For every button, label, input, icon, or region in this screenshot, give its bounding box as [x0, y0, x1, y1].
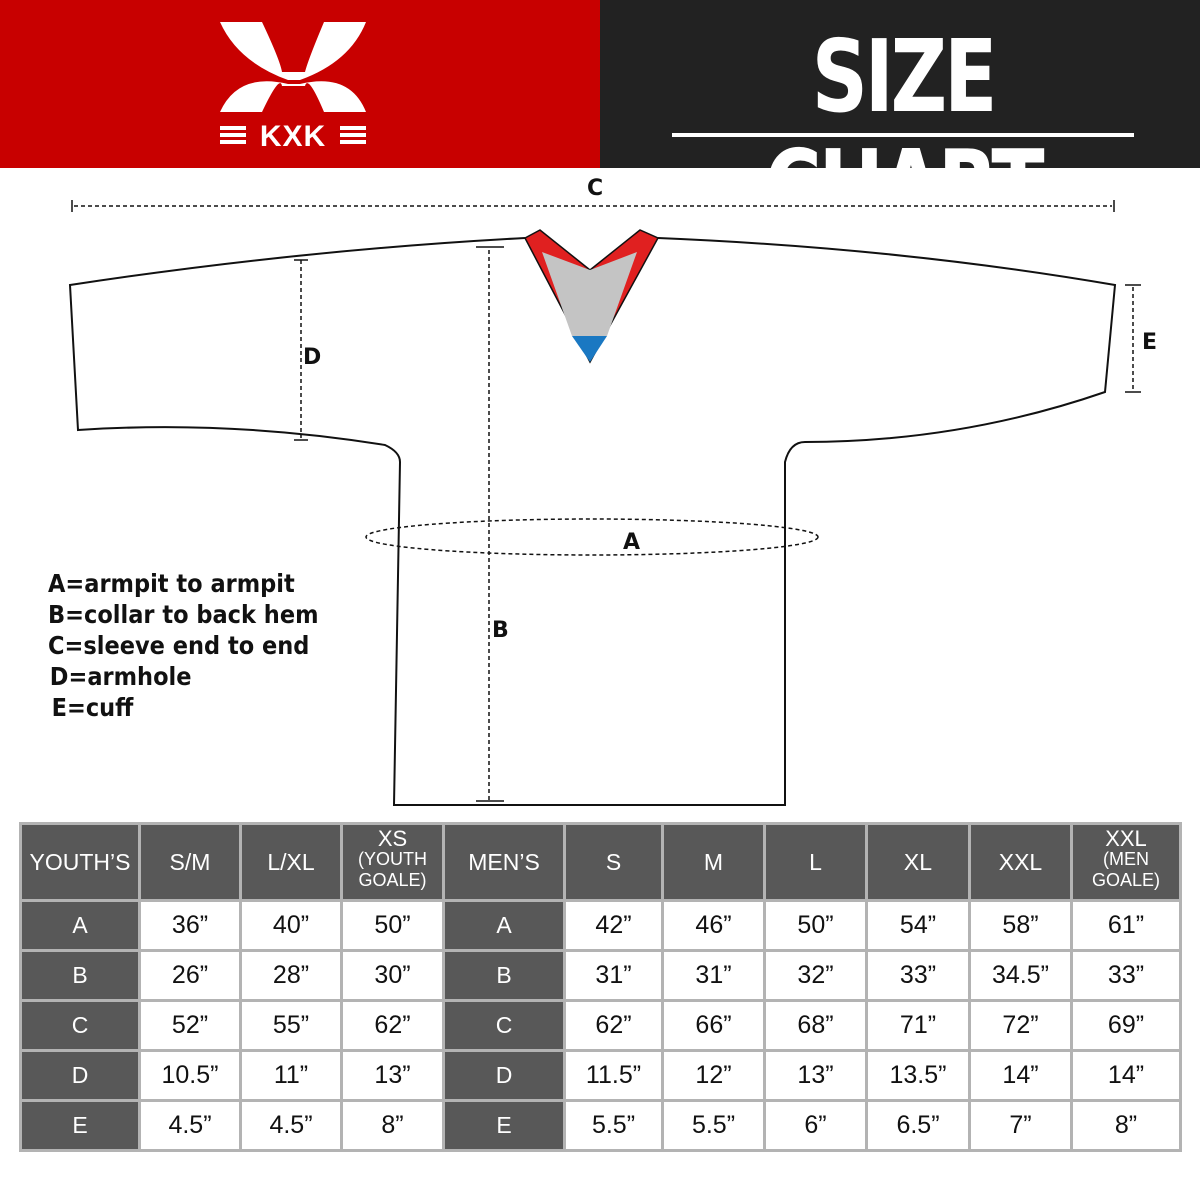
value-cell: 7”: [968, 1099, 1073, 1152]
legend-item: B=collar to back hem: [48, 600, 319, 629]
header-cell: L/XL: [239, 822, 343, 902]
value-cell: 4.5”: [239, 1099, 343, 1152]
value-cell: 42”: [563, 899, 664, 952]
jersey-outline: [68, 237, 1117, 806]
header-cell: YOUTH’S: [19, 822, 141, 902]
value-cell: 69”: [1070, 999, 1182, 1052]
legend-item: C=sleeve end to end: [48, 631, 310, 660]
value-cell: 5.5”: [661, 1099, 766, 1152]
table-row: C 52” 55” 62” C 62” 66” 68” 71” 72” 69”: [19, 999, 1182, 1052]
brand-banner: KXK: [0, 0, 600, 168]
value-cell: 34.5”: [968, 949, 1073, 1002]
table-row: D 10.5” 11” 13” D 11.5” 12” 13” 13.5” 14” 14”: [19, 1049, 1182, 1102]
value-cell: 30”: [340, 949, 445, 1002]
value-cell: 6”: [763, 1099, 868, 1152]
value-cell: 26”: [138, 949, 242, 1002]
logo-text: KXK: [259, 120, 327, 153]
value-cell: 54”: [865, 899, 971, 952]
value-cell: 31”: [563, 949, 664, 1002]
value-cell: 55”: [239, 999, 343, 1052]
value-cell: 13”: [763, 1049, 868, 1102]
label-b: B: [492, 618, 509, 643]
value-cell: 71”: [865, 999, 971, 1052]
value-cell: 66”: [661, 999, 766, 1052]
header-cell: MEN’S: [442, 822, 566, 902]
table-row: E 4.5” 4.5” 8” E 5.5” 5.5” 6” 6.5” 7” 8”: [19, 1099, 1182, 1152]
value-cell: 36”: [138, 899, 242, 952]
value-cell: 13.5”: [865, 1049, 971, 1102]
value-cell: 8”: [1070, 1099, 1182, 1152]
row-label: A: [19, 899, 141, 952]
row-label: D: [19, 1049, 141, 1102]
value-cell: 46”: [661, 899, 766, 952]
value-cell: 50”: [340, 899, 445, 952]
value-cell: 72”: [968, 999, 1073, 1052]
table-header-row: YOUTH’S S/M L/XL XS (YOUTH GOALE) MEN’S S M L XL XX…: [19, 822, 1182, 902]
value-cell: 4.5”: [138, 1099, 242, 1152]
page-title: SIZE CHART: [764, 18, 1044, 245]
header-cell: XL: [865, 822, 971, 902]
value-cell: 14”: [1070, 1049, 1182, 1102]
size-table: YOUTH’S S/M L/XL XS (YOUTH GOALE) MEN’S S M L XL XX…: [19, 822, 1182, 1152]
row-label: B: [19, 949, 141, 1002]
value-cell: 11”: [239, 1049, 343, 1102]
table-row: B 26” 28” 30” B 31” 31” 32” 33” 34.5” 33”: [19, 949, 1182, 1002]
row-label: E: [19, 1099, 141, 1152]
row-label: A: [442, 899, 566, 952]
value-cell: 13”: [340, 1049, 445, 1102]
title-underline: [672, 133, 1134, 137]
title-banner: [600, 0, 1200, 168]
label-e: E: [1142, 330, 1158, 355]
legend-item: A=armpit to armpit: [48, 569, 295, 598]
value-cell: 33”: [1070, 949, 1182, 1002]
header-cell: XS (YOUTH GOALE): [340, 822, 445, 902]
measurement-legend: A=armpit to armpit B=collar to back hem …: [48, 568, 319, 723]
value-cell: 31”: [661, 949, 766, 1002]
value-cell: 58”: [968, 899, 1073, 952]
value-cell: 32”: [763, 949, 868, 1002]
table-row: A 36” 40” 50” A 42” 46” 50” 54” 58” 61”: [19, 899, 1182, 952]
value-cell: 33”: [865, 949, 971, 1002]
legend-item: D=armhole: [49, 662, 192, 691]
jersey-diagram: [68, 200, 1141, 806]
header-cell: XXL: [968, 822, 1073, 902]
label-a: A: [623, 530, 641, 555]
value-cell: 11.5”: [563, 1049, 664, 1102]
value-cell: 28”: [239, 949, 343, 1002]
value-cell: 61”: [1070, 899, 1182, 952]
header-cell: S: [563, 822, 664, 902]
value-cell: 62”: [340, 999, 445, 1052]
value-cell: 50”: [763, 899, 868, 952]
row-label: C: [442, 999, 566, 1052]
value-cell: 40”: [239, 899, 343, 952]
value-cell: 5.5”: [563, 1099, 664, 1152]
value-cell: 14”: [968, 1049, 1073, 1102]
legend-item: E=cuff: [51, 693, 134, 722]
header-cell: S/M: [138, 822, 242, 902]
label-d: D: [303, 345, 322, 370]
row-label: D: [442, 1049, 566, 1102]
kxk-logo-icon: [220, 22, 366, 144]
value-cell: 68”: [763, 999, 868, 1052]
header-cell: M: [661, 822, 766, 902]
value-cell: 10.5”: [138, 1049, 242, 1102]
value-cell: 8”: [340, 1099, 445, 1152]
row-label: C: [19, 999, 141, 1052]
label-c: C: [587, 176, 604, 201]
row-label: B: [442, 949, 566, 1002]
value-cell: 12”: [661, 1049, 766, 1102]
row-label: E: [442, 1099, 566, 1152]
header-cell: L: [763, 822, 868, 902]
value-cell: 62”: [563, 999, 664, 1052]
header-cell: XXL (MEN GOALE): [1070, 822, 1182, 902]
value-cell: 52”: [138, 999, 242, 1052]
value-cell: 6.5”: [865, 1099, 971, 1152]
